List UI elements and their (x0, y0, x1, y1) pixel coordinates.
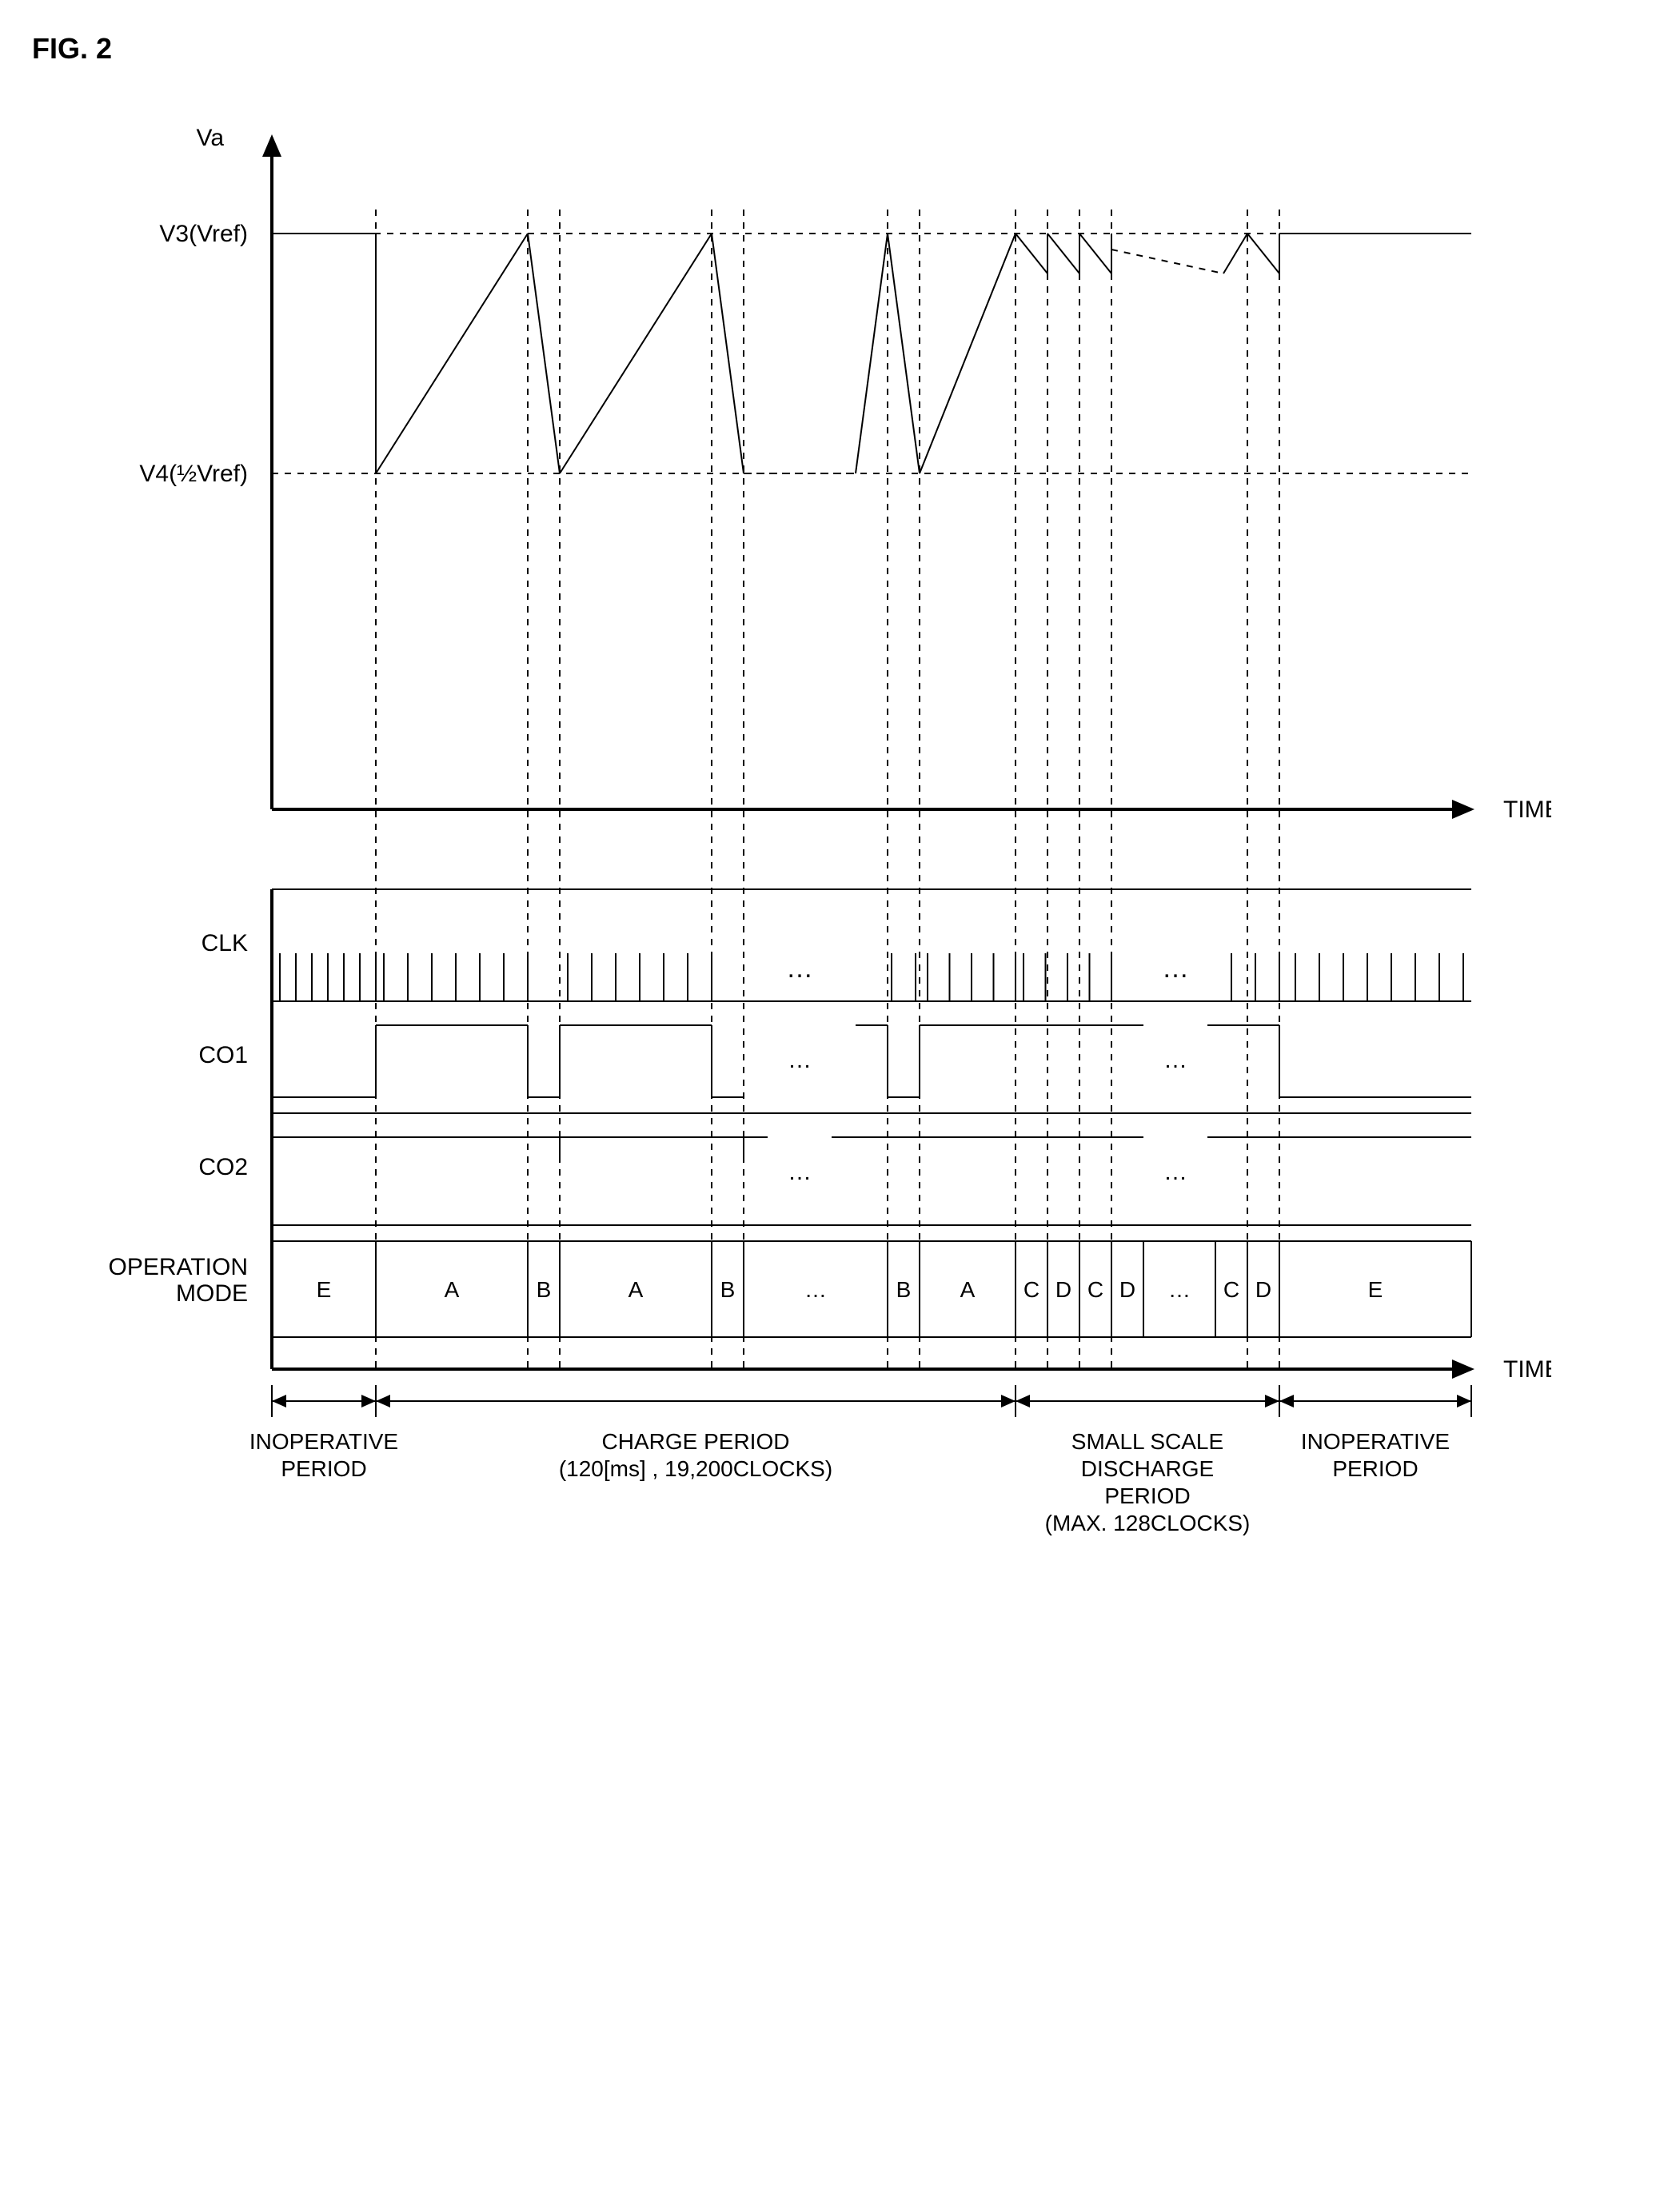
svg-text:E: E (317, 1277, 332, 1302)
svg-text:D: D (1055, 1277, 1071, 1302)
svg-text:B: B (537, 1277, 552, 1302)
svg-text:CO1: CO1 (198, 1042, 248, 1068)
svg-text:…: … (788, 1159, 812, 1185)
svg-text:PERIOD: PERIOD (1104, 1483, 1190, 1508)
svg-text:C: C (1087, 1277, 1103, 1302)
svg-text:DISCHARGE: DISCHARGE (1081, 1456, 1214, 1481)
svg-text:OPERATION: OPERATION (109, 1254, 248, 1280)
svg-text:…: … (788, 1047, 812, 1073)
svg-text:C: C (1024, 1277, 1039, 1302)
svg-text:PERIOD: PERIOD (281, 1456, 366, 1481)
diagram-svg: Va TIME V3(Vref) V4(½Vref) CLK CO1 CO2 OPERATIO… (32, 90, 1551, 2009)
svg-text:SMALL SCALE: SMALL SCALE (1071, 1429, 1223, 1454)
svg-text:MODE: MODE (176, 1280, 248, 1307)
figure-title: FIG. 2 (32, 32, 1624, 66)
svg-text:Va: Va (197, 125, 225, 151)
svg-text:TIME: TIME (1503, 797, 1551, 823)
svg-text:…: … (804, 1277, 827, 1302)
svg-text:(120[ms] , 19,200CLOCKS): (120[ms] , 19,200CLOCKS) (559, 1456, 832, 1481)
svg-text:INOPERATIVE: INOPERATIVE (249, 1429, 398, 1454)
svg-text:…: … (1163, 1047, 1187, 1073)
svg-text:TIME: TIME (1503, 1356, 1551, 1383)
svg-text:…: … (1162, 953, 1189, 984)
svg-text:C: C (1223, 1277, 1239, 1302)
svg-text:B: B (720, 1277, 736, 1302)
svg-text:(MAX. 128CLOCKS): (MAX. 128CLOCKS) (1045, 1511, 1251, 1535)
svg-text:CO2: CO2 (198, 1154, 248, 1180)
svg-text:PERIOD: PERIOD (1332, 1456, 1418, 1481)
svg-text:V4(½Vref): V4(½Vref) (139, 461, 248, 487)
svg-text:CHARGE PERIOD: CHARGE PERIOD (602, 1429, 790, 1454)
svg-text:A: A (960, 1277, 976, 1302)
svg-text:B: B (896, 1277, 912, 1302)
svg-text:…: … (1168, 1277, 1191, 1302)
svg-text:E: E (1368, 1277, 1383, 1302)
svg-text:…: … (1163, 1159, 1187, 1185)
svg-text:V3(Vref): V3(Vref) (159, 221, 248, 247)
svg-text:A: A (628, 1277, 644, 1302)
svg-text:CLK: CLK (202, 930, 248, 956)
timing-diagram: Va TIME V3(Vref) V4(½Vref) CLK CO1 CO2 OPERATIO… (32, 90, 1551, 2009)
svg-text:A: A (445, 1277, 460, 1302)
svg-text:INOPERATIVE: INOPERATIVE (1301, 1429, 1450, 1454)
svg-text:…: … (786, 953, 813, 984)
svg-text:D: D (1119, 1277, 1135, 1302)
svg-text:D: D (1255, 1277, 1271, 1302)
